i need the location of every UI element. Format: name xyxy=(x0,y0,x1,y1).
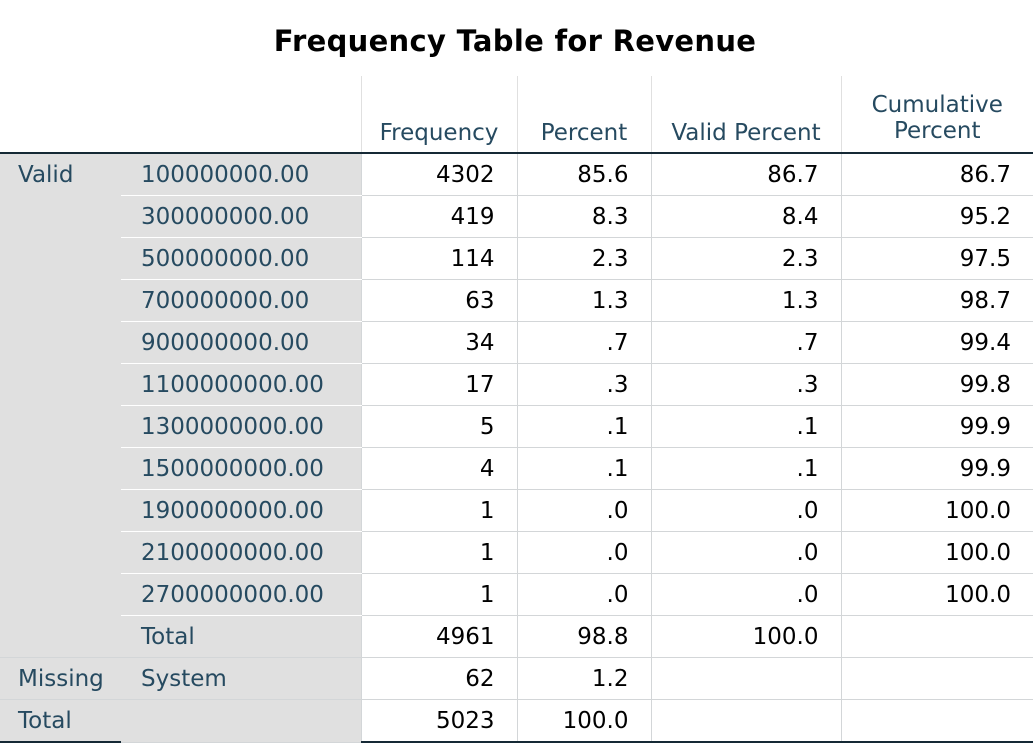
row-value-label: 2100000000.00 xyxy=(121,531,361,574)
cell-percent: .1 xyxy=(516,405,651,448)
cell-valid-percent: .1 xyxy=(650,447,841,490)
header-corner-blank-2 xyxy=(121,76,361,154)
missing-cumulative-empty xyxy=(840,657,1033,700)
table-row: 2700000000.00 1 .0 .0 100.0 xyxy=(0,573,1033,616)
cell-cumulative-percent: 86.7 xyxy=(840,153,1033,196)
row-value-label: 1100000000.00 xyxy=(121,363,361,406)
cell-frequency: 1 xyxy=(360,573,517,616)
cell-valid-percent: 1.3 xyxy=(650,279,841,322)
missing-percent: 1.2 xyxy=(516,657,651,700)
header-cumulative-line1: Cumulative xyxy=(871,92,1003,118)
cell-valid-percent: 86.7 xyxy=(650,153,841,196)
row-value-label: 500000000.00 xyxy=(121,237,361,280)
valid-total-row: Total 4961 98.8 100.0 xyxy=(0,615,1033,658)
cell-percent: 8.3 xyxy=(516,195,651,238)
cell-cumulative-percent: 100.0 xyxy=(840,573,1033,616)
cell-frequency: 419 xyxy=(360,195,517,238)
cell-valid-percent: .0 xyxy=(650,489,841,532)
table-row: Valid 100000000.00 4302 85.6 86.7 86.7 xyxy=(0,153,1033,658)
cell-valid-percent: 8.4 xyxy=(650,195,841,238)
valid-total-percent: 98.8 xyxy=(516,615,651,658)
table-row: 1100000000.00 17 .3 .3 99.8 xyxy=(0,363,1033,406)
table-row: 300000000.00 419 8.3 8.4 95.2 xyxy=(0,195,1033,238)
cell-percent: .1 xyxy=(516,447,651,490)
missing-row: Missing System 62 1.2 xyxy=(0,657,1033,700)
header-cumulative-percent: Cumulative Percent xyxy=(840,76,1033,154)
row-value-label: 700000000.00 xyxy=(121,279,361,322)
cell-frequency: 63 xyxy=(360,279,517,322)
table-row: 700000000.00 63 1.3 1.3 98.7 xyxy=(0,279,1033,322)
cell-percent: .7 xyxy=(516,321,651,364)
header-percent: Percent xyxy=(516,76,651,154)
cell-cumulative-percent: 97.5 xyxy=(840,237,1033,280)
cell-valid-percent: .1 xyxy=(650,405,841,448)
row-value-label: 2700000000.00 xyxy=(121,573,361,616)
header-corner-blank xyxy=(0,76,121,154)
cell-percent: .3 xyxy=(516,363,651,406)
cell-valid-percent: .0 xyxy=(650,531,841,574)
row-value-label: 1300000000.00 xyxy=(121,405,361,448)
grand-total-percent: 100.0 xyxy=(516,699,651,743)
cell-frequency: 1 xyxy=(360,489,517,532)
cell-frequency: 34 xyxy=(360,321,517,364)
cell-frequency: 114 xyxy=(360,237,517,280)
cell-percent: 2.3 xyxy=(516,237,651,280)
missing-system-label: System xyxy=(121,657,361,700)
table-title: Frequency Table for Revenue xyxy=(273,24,757,58)
valid-total-label: Total xyxy=(121,615,361,658)
cell-cumulative-percent: 98.7 xyxy=(840,279,1033,322)
row-value-label: 1900000000.00 xyxy=(121,489,361,532)
missing-valid-percent-empty xyxy=(650,657,841,700)
row-value-label: 300000000.00 xyxy=(121,195,361,238)
cell-frequency: 17 xyxy=(360,363,517,406)
cell-cumulative-percent: 99.8 xyxy=(840,363,1033,406)
table-body: Valid 100000000.00 4302 85.6 86.7 86.7 3… xyxy=(0,153,1033,743)
cell-valid-percent: .3 xyxy=(650,363,841,406)
table-row: 1300000000.00 5 .1 .1 99.9 xyxy=(0,405,1033,448)
cell-cumulative-percent: 99.4 xyxy=(840,321,1033,364)
row-group-label-missing: Missing xyxy=(0,657,121,700)
cell-frequency: 4302 xyxy=(360,153,517,196)
row-value-label: 1500000000.00 xyxy=(121,447,361,490)
cell-frequency: 1 xyxy=(360,531,517,574)
row-value-label: 100000000.00 xyxy=(121,153,361,196)
cell-percent: 85.6 xyxy=(516,153,651,196)
cell-frequency: 4 xyxy=(360,447,517,490)
header-valid-percent: Valid Percent xyxy=(650,76,841,154)
cell-percent: .0 xyxy=(516,489,651,532)
table-row: 500000000.00 114 2.3 2.3 97.5 xyxy=(0,237,1033,280)
header-frequency: Frequency xyxy=(360,76,517,154)
table-row: 2100000000.00 1 .0 .0 100.0 xyxy=(0,531,1033,574)
table-row: 1500000000.00 4 .1 .1 99.9 xyxy=(0,447,1033,490)
row-value-label: 900000000.00 xyxy=(121,321,361,364)
cell-valid-percent: .0 xyxy=(650,573,841,616)
cell-percent: .0 xyxy=(516,531,651,574)
table-row: 900000000.00 34 .7 .7 99.4 xyxy=(0,321,1033,364)
cell-cumulative-percent: 100.0 xyxy=(840,531,1033,574)
cell-cumulative-percent: 100.0 xyxy=(840,489,1033,532)
cell-percent: .0 xyxy=(516,573,651,616)
cell-cumulative-percent: 99.9 xyxy=(840,405,1033,448)
missing-frequency: 62 xyxy=(360,657,517,700)
valid-total-valid-percent: 100.0 xyxy=(650,615,841,658)
table-row: 1900000000.00 1 .0 .0 100.0 xyxy=(0,489,1033,532)
valid-total-cumulative xyxy=(840,615,1033,658)
row-group-label-valid: Valid xyxy=(0,153,121,658)
header-row: Frequency Percent Valid Percent Cumulati… xyxy=(0,76,1033,154)
valid-total-frequency: 4961 xyxy=(360,615,517,658)
frequency-table: Frequency Percent Valid Percent Cumulati… xyxy=(0,76,1033,743)
cell-cumulative-percent: 95.2 xyxy=(840,195,1033,238)
cell-cumulative-percent: 99.9 xyxy=(840,447,1033,490)
cell-valid-percent: 2.3 xyxy=(650,237,841,280)
cell-percent: 1.3 xyxy=(516,279,651,322)
cell-frequency: 5 xyxy=(360,405,517,448)
header-cumulative-line2: Percent xyxy=(893,118,981,144)
cell-valid-percent: .7 xyxy=(650,321,841,364)
